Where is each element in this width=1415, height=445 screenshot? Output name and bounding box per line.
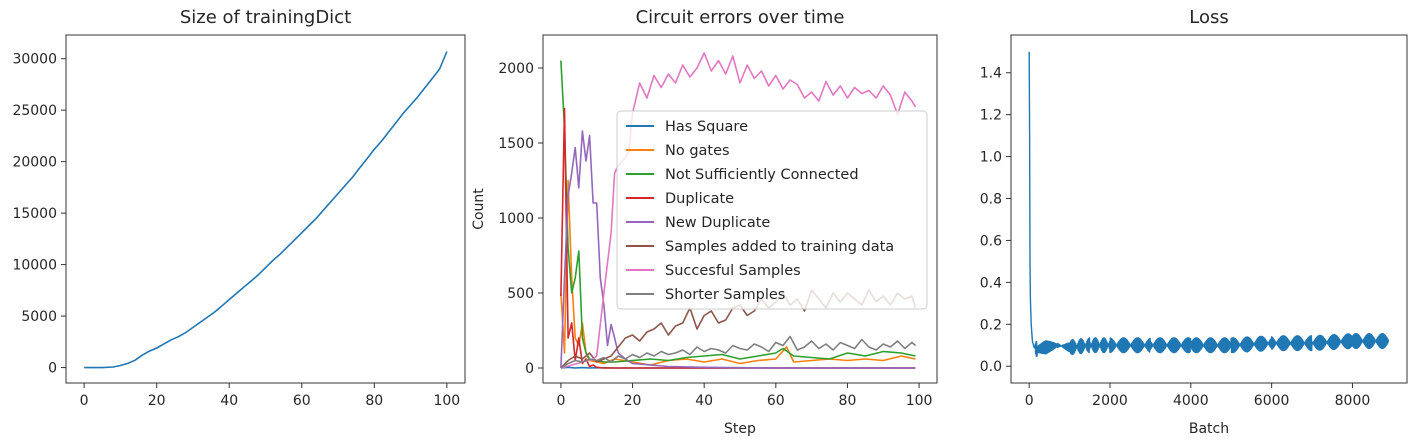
- axes-frame: [542, 34, 938, 384]
- chart-title: Size of trainingDict: [180, 7, 351, 28]
- legend-label: Not Sufficiently Connected: [665, 167, 859, 183]
- x-tick-label: 40: [695, 393, 713, 409]
- chart-panel-training-dict: 0 20 40 60 80 100 0 5000 10000 15000 20000 25000 300…: [12, 7, 466, 409]
- axes-frame: [1010, 34, 1408, 384]
- y-tick-label: 1000: [498, 211, 534, 227]
- legend-box: [616, 110, 928, 310]
- chart-title: Circuit errors over time: [636, 7, 845, 28]
- x-tick-label: 0: [1025, 393, 1034, 409]
- x-tick-label: 0: [80, 393, 89, 409]
- series-line-new-duplicate: [560, 130, 916, 369]
- legend-label: New Duplicate: [665, 215, 770, 231]
- legend-label: Samples added to training data: [665, 239, 894, 255]
- series-line-series-0: [84, 51, 448, 369]
- x-axis-label: Batch: [1189, 421, 1229, 437]
- y-tick-label: 2000: [498, 61, 534, 77]
- legend-label: Shorter Samples: [665, 287, 785, 303]
- x-tick-label: 4000: [1173, 393, 1209, 409]
- y-tick-label: 30000: [12, 52, 57, 68]
- y-tick-label: 1.0: [980, 150, 1002, 166]
- y-tick-label: 0.6: [980, 233, 1002, 249]
- x-tick-label: 6000: [1254, 393, 1290, 409]
- y-tick-label: 15000: [12, 206, 57, 222]
- x-tick-label: 100: [433, 393, 460, 409]
- x-tick-label: 60: [293, 393, 311, 409]
- legend-label: Duplicate: [665, 191, 734, 207]
- x-tick-label: 20: [624, 393, 642, 409]
- series-line-series-0: [1028, 51, 1390, 357]
- y-tick-label: 1.2: [980, 108, 1002, 124]
- y-tick-label: 1.4: [980, 66, 1002, 82]
- x-tick-label: 20: [148, 393, 166, 409]
- x-axis-label: Step: [724, 421, 756, 437]
- y-tick-label: 20000: [12, 155, 57, 171]
- y-tick-label: 500: [507, 286, 534, 302]
- x-tick-label: 8000: [1335, 393, 1371, 409]
- y-tick-label: 10000: [12, 258, 57, 274]
- x-tick-label: 60: [767, 393, 785, 409]
- y-tick-label: 0.2: [980, 317, 1002, 333]
- series-line-shorter-samples: [560, 335, 917, 369]
- y-tick-label: 0.0: [980, 359, 1002, 375]
- y-tick-label: 5000: [21, 309, 57, 325]
- y-axis-label: Count: [471, 188, 487, 230]
- series-line-duplicate: [560, 107, 916, 369]
- axes-frame: [65, 34, 466, 384]
- x-tick-label: 2000: [1092, 393, 1128, 409]
- x-tick-label: 80: [365, 393, 383, 409]
- y-tick-label: 0: [525, 361, 534, 377]
- y-tick-label: 0: [48, 361, 57, 377]
- legend-label: No gates: [665, 143, 730, 159]
- chart-panel-loss: 0 2000 4000 6000 8000 0.0 0.2 0.4 0.6 0.8 1.0 1.2 1.…: [980, 7, 1408, 437]
- chart-title: Loss: [1189, 7, 1228, 28]
- legend-label: Has Square: [665, 119, 748, 135]
- series-line-not-sufficiently-connected: [560, 60, 916, 363]
- x-tick-label: 40: [220, 393, 238, 409]
- y-tick-label: 1500: [498, 136, 534, 152]
- y-tick-label: 0.4: [980, 275, 1002, 291]
- x-tick-label: 100: [906, 393, 933, 409]
- legend-label: Succesful Samples: [665, 263, 801, 279]
- x-tick-label: 80: [839, 393, 857, 409]
- y-tick-label: 25000: [12, 103, 57, 119]
- y-tick-label: 0.8: [980, 192, 1002, 208]
- x-tick-label: 0: [556, 393, 565, 409]
